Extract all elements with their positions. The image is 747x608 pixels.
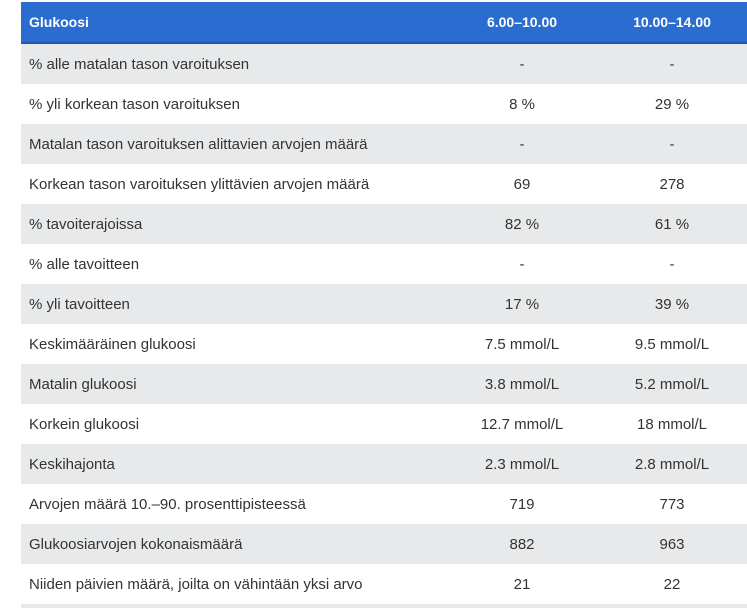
- glucose-stats-table-container: Glukoosi 6.00–10.00 10.00–14.00 % alle m…: [21, 2, 747, 608]
- row-label: % yli tavoitteen: [21, 284, 447, 324]
- row-value-period-1: 12.7 mmol/L: [447, 404, 597, 444]
- row-value-period-1: 719: [447, 484, 597, 524]
- row-value-period-1: 882: [447, 524, 597, 564]
- row-value-period-1: -: [447, 124, 597, 164]
- table-header-row: Glukoosi 6.00–10.00 10.00–14.00: [21, 2, 747, 44]
- table-row: Matalin glukoosi 3.8 mmol/L 5.2 mmol/L: [21, 364, 747, 404]
- header-glucose: Glukoosi: [21, 2, 447, 44]
- row-value-period-2: 278: [597, 164, 747, 204]
- row-value-period-1: 82 %: [447, 204, 597, 244]
- table-row: Arvojen määrä 10.–90. prosenttipisteessä…: [21, 484, 747, 524]
- row-value-period-2: -: [597, 124, 747, 164]
- row-label: % tavoiterajoissa: [21, 204, 447, 244]
- row-value-period-1: 7.5 mmol/L: [447, 324, 597, 364]
- row-value-period-2: 22: [597, 564, 747, 604]
- row-value-period-1: 69: [447, 164, 597, 204]
- row-value-period-1: -: [447, 43, 597, 84]
- row-value-period-1: 21: [447, 564, 597, 604]
- row-label: Keskimääräinen glukoosi: [21, 324, 447, 364]
- row-value-period-2: 39 %: [597, 284, 747, 324]
- table-row: Keskihajonta 2.3 mmol/L 2.8 mmol/L: [21, 444, 747, 484]
- table-row: Matalan tason varoituksen alittavien arv…: [21, 124, 747, 164]
- row-value-period-1: -: [447, 244, 597, 284]
- row-value-period-2: 61 %: [597, 204, 747, 244]
- row-value-period-2: 2.8 mmol/L: [597, 444, 747, 484]
- row-value-period-1: 3.8 mmol/L: [447, 364, 597, 404]
- row-label: Matalan tason varoituksen alittavien arv…: [21, 124, 447, 164]
- row-value-period-2: 963: [597, 524, 747, 564]
- row-value-period-2: -: [597, 43, 747, 84]
- table-row: Keskimääräinen glukoosi 7.5 mmol/L 9.5 m…: [21, 324, 747, 364]
- row-label: Niiden päivien määrä, joilta on vähintää…: [21, 564, 447, 604]
- table-row: Glukoosiarvojen kokonaismäärä 882 963: [21, 524, 747, 564]
- row-label: Korkean tason varoituksen ylittävien arv…: [21, 164, 447, 204]
- row-value-period-2: 9.5 mmol/L: [597, 324, 747, 364]
- row-value-period-2: 5.2 mmol/L: [597, 364, 747, 404]
- row-label: % alle matalan tason varoituksen: [21, 43, 447, 84]
- table-row: Korkean tason varoituksen ylittävien arv…: [21, 164, 747, 204]
- table-row: Korkein glukoosi 12.7 mmol/L 18 mmol/L: [21, 404, 747, 444]
- row-label: % alle tavoitteen: [21, 244, 447, 284]
- row-value-period-2: 18 mmol/L: [597, 404, 747, 444]
- table-row: % alle tavoitteen - -: [21, 244, 747, 284]
- table-row: Niiden päivien määrä, joilta on vähintää…: [21, 564, 747, 604]
- row-label: Glukoosiarvojen kokonaismäärä: [21, 524, 447, 564]
- table-row: % yli korkean tason varoituksen 8 % 29 %: [21, 84, 747, 124]
- glucose-stats-table: Glukoosi 6.00–10.00 10.00–14.00 % alle m…: [21, 2, 747, 608]
- row-value-period-2: 29 %: [597, 84, 747, 124]
- row-value-period-1: 2.3 mmol/L: [447, 444, 597, 484]
- table-row: % alle matalan tason varoituksen - -: [21, 43, 747, 84]
- header-period-1: 6.00–10.00: [447, 2, 597, 44]
- row-label: Korkein glukoosi: [21, 404, 447, 444]
- row-value-period-2: -: [597, 244, 747, 284]
- row-label: Matalin glukoosi: [21, 364, 447, 404]
- table-row: % yli tavoitteen 17 % 39 %: [21, 284, 747, 324]
- row-value-period-2: 773: [597, 484, 747, 524]
- header-period-2: 10.00–14.00: [597, 2, 747, 44]
- row-value-period-1: 17 %: [447, 284, 597, 324]
- row-label: Arvojen määrä 10.–90. prosenttipisteessä: [21, 484, 447, 524]
- row-label: Keskihajonta: [21, 444, 447, 484]
- table-row: % tavoiterajoissa 82 % 61 %: [21, 204, 747, 244]
- row-value-period-1: 8 %: [447, 84, 597, 124]
- row-label: % yli korkean tason varoituksen: [21, 84, 447, 124]
